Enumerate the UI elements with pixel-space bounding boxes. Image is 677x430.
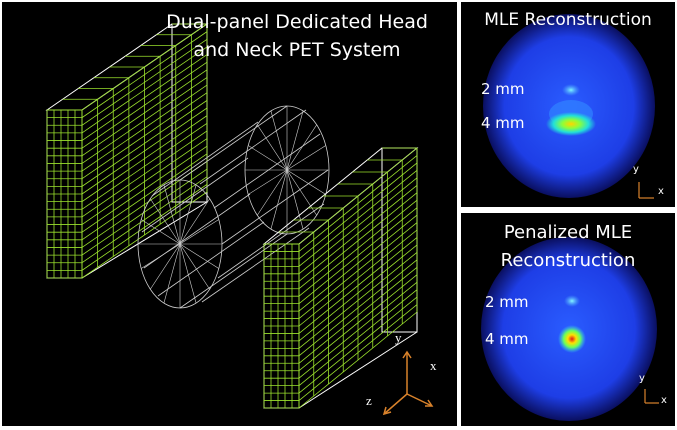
- grid-line: [257, 124, 288, 171]
- grid-line: [286, 145, 326, 171]
- z-axis-arrow: [383, 393, 408, 415]
- grid-line: [163, 243, 181, 304]
- z-axis-label: z: [366, 393, 372, 408]
- mle-axis-triad: [638, 182, 654, 199]
- grid-line: [179, 243, 197, 304]
- penalized-title-line2: Reconstruction: [500, 250, 636, 271]
- mle-x-label: x: [658, 186, 664, 197]
- penalized-mle-image: [481, 237, 659, 421]
- cylinder-end-spokes: [138, 106, 329, 308]
- x-axis-label: x: [430, 358, 437, 373]
- mle-title: MLE Reconstruction: [484, 10, 652, 30]
- system-panel: y x z Dual-panel Dedicated Head and Neck…: [2, 2, 457, 426]
- grid-line: [270, 110, 288, 171]
- penalized-label-4mm: 4 mm: [485, 330, 529, 348]
- penalized-x-label: x: [661, 395, 667, 406]
- y-axis-label: y: [395, 330, 402, 345]
- grid-line: [286, 169, 304, 230]
- system-title-line2: and Neck PET System: [193, 39, 401, 61]
- mle-label-2mm: 2 mm: [481, 80, 525, 98]
- grid-line: [286, 110, 304, 171]
- grid-line: [286, 169, 317, 216]
- mle-label-4mm: 4 mm: [481, 114, 525, 132]
- cylinder-phantom: [137, 105, 330, 309]
- system-title: Dual-panel Dedicated Head and Neck PET S…: [162, 8, 432, 64]
- grid-line: [141, 243, 181, 269]
- penalized-mle-panel: Penalized MLE Reconstruction 2 mm 4 mm y…: [461, 213, 675, 426]
- system-title-line1: Dual-panel Dedicated Head: [166, 11, 428, 33]
- large-lesion-spot: [546, 112, 596, 136]
- mle-image: [483, 14, 655, 199]
- penalized-axis-triad: [644, 389, 659, 404]
- large-lesion-spot: [558, 325, 586, 353]
- small-lesion-spot: [564, 295, 580, 307]
- small-lesion-spot: [562, 84, 580, 96]
- left-detector-grid: [46, 23, 208, 279]
- grid-line: [248, 145, 288, 171]
- right-detector-grid: [263, 147, 418, 409]
- grid-line: [179, 243, 219, 269]
- mle-panel: MLE Reconstruction 2 mm 4 mm y x: [461, 2, 675, 207]
- grid-line: [179, 198, 210, 245]
- grid-line: [286, 124, 317, 171]
- grid-line: [270, 169, 288, 230]
- grid-line: [179, 184, 197, 245]
- grid-line: [179, 219, 219, 245]
- grid-line: [150, 243, 181, 290]
- penalized-mle-title: Penalized MLE Reconstruction: [461, 219, 675, 275]
- grid-line: [179, 243, 210, 290]
- grid-line: [150, 198, 181, 245]
- penalized-title-line1: Penalized MLE: [503, 222, 633, 243]
- mle-y-label: y: [633, 164, 639, 175]
- x-axis-arrow: [406, 393, 433, 407]
- penalized-y-label: y: [639, 373, 645, 384]
- grid-line: [163, 184, 181, 245]
- axis-triad: [382, 350, 434, 416]
- grid-line: [141, 219, 181, 245]
- system-drawing: y x z: [45, 23, 437, 416]
- grid-line: [286, 169, 326, 195]
- grid-line: [248, 169, 288, 195]
- grid-line: [257, 169, 288, 216]
- penalized-label-2mm: 2 mm: [485, 293, 529, 311]
